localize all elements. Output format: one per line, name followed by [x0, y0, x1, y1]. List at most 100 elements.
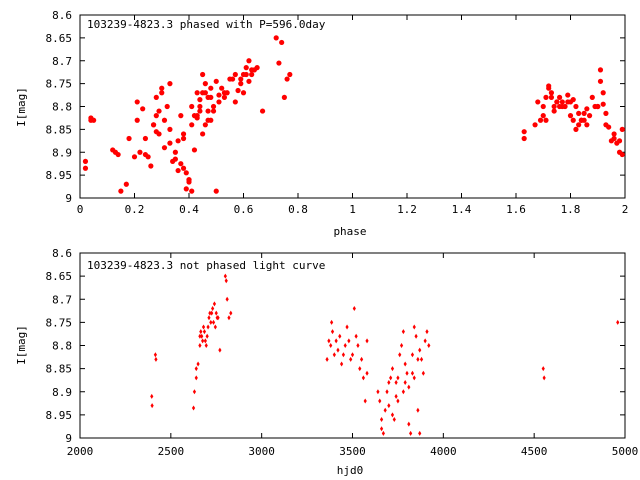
phased-plot-data-point	[238, 76, 244, 82]
unphased-plot-y-tick-label: 8.7	[52, 293, 72, 306]
unphased-plot-data-point	[154, 356, 158, 362]
phased-plot-data-point	[548, 94, 555, 100]
unphased-plot-data-point	[363, 398, 367, 404]
phased-plot-data-point	[172, 149, 178, 155]
phased-plot-y-tick-label: 8.9	[52, 146, 72, 159]
phased-plot-data-point	[557, 94, 563, 100]
unphased-plot-data-point	[329, 343, 333, 348]
phased-plot-data-point	[603, 110, 609, 116]
unphased-plot-data-point	[223, 273, 227, 279]
phased-plot-data-point	[175, 138, 181, 144]
phased-plot-xlabel: phase	[333, 225, 366, 238]
unphased-plot-x-tick-label: 4000	[430, 445, 457, 458]
unphased-plot-y-tick-label: 8.65	[46, 270, 73, 283]
phased-plot-x-tick-label: 1.8	[561, 203, 581, 216]
unphased-plot-data-point	[192, 389, 197, 395]
unphased-plot-data-point	[416, 356, 420, 362]
phased-plot-x-tick-label: 2	[622, 203, 629, 216]
unphased-plot-x-tick-label: 2000	[67, 445, 94, 458]
phased-plot-data-point	[232, 71, 238, 78]
unphased-plot-data-point	[345, 324, 349, 330]
phased-plot-data-point	[142, 135, 148, 142]
unphased-plot-data-point	[211, 306, 215, 311]
phased-plot-x-tick-label: 1	[349, 203, 356, 216]
phased-plot-data-point	[161, 117, 168, 123]
unphased-plot-data-point	[414, 333, 418, 339]
phased-plot-data-point	[567, 113, 574, 119]
unphased-plot-data-point	[332, 352, 336, 358]
unphased-plot-data-point	[361, 375, 365, 381]
phased-plot-y-tick-label: 8.6	[52, 9, 72, 22]
unphased-plot-x-tick-label: 2500	[158, 445, 185, 458]
unphased-plot-data-point	[378, 398, 382, 404]
phased-plot-data-point	[595, 103, 601, 110]
unphased-plot: 103239-4823.3 not phased light curve hjd…	[15, 247, 638, 477]
unphased-plot-data-point	[412, 375, 416, 381]
unphased-plot-data-point	[196, 361, 200, 367]
phased-plot-data-point	[597, 78, 604, 84]
unphased-plot-y-tick-label: 8.8	[52, 340, 72, 353]
unphased-plot-data-point	[153, 352, 157, 358]
unphased-plot-data-point	[409, 430, 413, 436]
phased-plot-data-point	[273, 35, 279, 41]
phased-plot-data-point	[161, 145, 168, 151]
phased-plot-data-point	[123, 181, 129, 187]
phased-plot-data-point	[573, 103, 579, 110]
phased-plot-data-point	[189, 188, 195, 194]
unphased-plot-data-point	[209, 319, 213, 325]
phased-plot-data-point	[167, 126, 173, 132]
phased-plot-data-point	[213, 188, 219, 194]
phased-plot-data-point	[584, 106, 590, 112]
phased-plot-data-point	[597, 67, 604, 73]
unphased-plot-data-point	[365, 370, 369, 376]
phased-plot-data-point	[159, 85, 165, 91]
unphased-plot-data-point	[410, 370, 415, 376]
phased-plot-y-tick-label: 9	[65, 192, 72, 205]
unphased-plot-y-tick-label: 8.75	[46, 316, 73, 329]
unphased-plot-data-point	[396, 398, 400, 404]
phased-plot-data-point	[200, 71, 206, 78]
unphased-plot-data-point	[427, 343, 431, 348]
phased-plot-data-point	[189, 103, 195, 110]
unphased-plot-data-point	[405, 370, 409, 376]
phased-plot-data-point	[235, 87, 241, 94]
phased-plot-data-point	[186, 177, 192, 183]
unphased-plot-data-point	[338, 333, 342, 339]
unphased-plot-data-point	[407, 421, 411, 427]
phased-plot-data-point	[208, 85, 214, 91]
phased-plot-data-point	[202, 81, 208, 87]
phased-plot-data-point	[191, 147, 198, 153]
phased-plot-data-point	[521, 135, 527, 142]
phased-plot-data-point	[189, 122, 195, 128]
unphased-plot-data-point	[392, 417, 396, 422]
phased-plot-data-point	[205, 94, 211, 100]
phased-plot-ylabel: I[mag]	[15, 87, 28, 127]
phased-plot-data-point	[167, 81, 173, 87]
phased-plot-data-point	[559, 99, 565, 105]
unphased-plot-ylabel: I[mag]	[15, 325, 28, 365]
phased-plot-data-point	[197, 97, 203, 103]
unphased-plot-data-point	[376, 389, 380, 395]
unphased-plot-points	[150, 273, 620, 436]
unphased-plot-data-point	[419, 356, 424, 362]
phased-plot-y-tick-label: 8.75	[46, 78, 73, 91]
phased-plot-data-point	[570, 97, 576, 103]
unphased-plot-data-point	[215, 315, 219, 321]
unphased-plot-data-point	[330, 329, 335, 335]
phased-plot-ticks: 0 0.2 0.4 0.6 0.8 1 1.2 1.4 1.6 1.8 2 8.6 8.65 8.7 8.7…	[46, 9, 629, 216]
unphased-plot-data-point	[410, 352, 415, 358]
unphased-plot-data-point	[203, 338, 207, 344]
unphased-plot-data-point	[423, 338, 427, 344]
unphased-plot-data-point	[379, 426, 384, 432]
unphased-plot-y-tick-label: 8.85	[46, 363, 73, 376]
unphased-plot-data-point	[542, 375, 546, 381]
phased-plot-data-point	[554, 99, 560, 105]
unphased-plot-data-point	[403, 380, 407, 385]
phased-plot-y-tick-label: 8.65	[46, 32, 73, 45]
unphased-plot-data-point	[425, 329, 429, 335]
unphased-plot-data-point	[412, 324, 416, 330]
phased-plot-data-point	[619, 151, 625, 158]
phased-plot-data-point	[281, 94, 287, 100]
phased-plot-data-point	[573, 126, 579, 132]
phased-plot-data-point	[254, 65, 260, 71]
